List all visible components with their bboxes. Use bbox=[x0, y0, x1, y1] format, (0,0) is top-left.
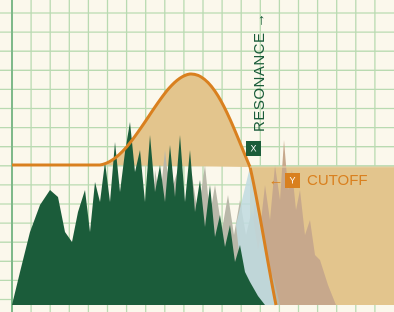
filter-graphic: RESONANCE → X ← Y CUTOFF bbox=[0, 0, 394, 312]
cutoff-badge: Y bbox=[289, 175, 295, 185]
cutoff-arrow: ← bbox=[269, 172, 284, 189]
resonance-badge: X bbox=[250, 143, 256, 153]
resonance-label: RESONANCE → bbox=[251, 12, 268, 132]
cutoff-label: CUTOFF bbox=[307, 172, 368, 189]
